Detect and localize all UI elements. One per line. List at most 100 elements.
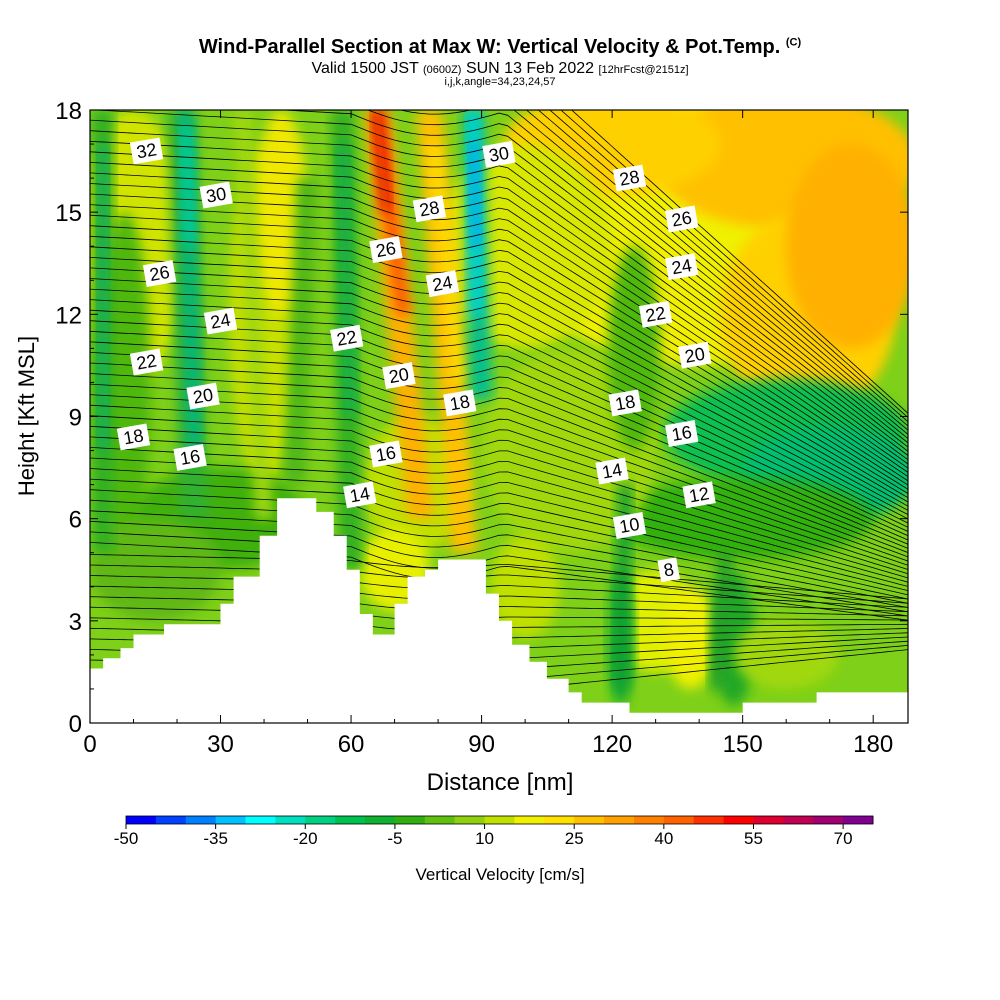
colorbar-tick-label: -5 <box>387 829 402 848</box>
x-tick-label: 120 <box>592 731 632 758</box>
colorbar-tick-label: 25 <box>565 829 584 848</box>
theta-contour <box>90 235 908 499</box>
colorbar-swatch <box>155 816 187 824</box>
theta-label-bg <box>608 389 642 417</box>
theta-label-text: 16 <box>374 442 397 465</box>
theta-contour <box>90 564 908 604</box>
theta-label-text: 8 <box>662 559 675 580</box>
theta-contour <box>90 425 908 575</box>
y-tick-label: 12 <box>55 302 82 329</box>
theta-label-text: 16 <box>179 446 202 469</box>
theta-contour <box>90 352 908 545</box>
theta-labels: 32 30 30 28 28 26 26 26 24 24 24 22 22 22 20 20 20 18 18 18… <box>116 137 716 583</box>
theta-contour <box>90 489 908 600</box>
theta-label-text: 16 <box>670 422 693 445</box>
colorbar-swatch <box>813 816 844 824</box>
colorbar-tick-label: 55 <box>744 829 763 848</box>
theta-contour <box>90 499 908 604</box>
theta-label-text: 10 <box>618 514 641 537</box>
theta-contour <box>399 110 908 435</box>
colorbar-swatch <box>604 816 635 824</box>
theta-label-text: 22 <box>335 327 358 350</box>
theta-label-bg <box>369 236 403 264</box>
theta-label: 32 <box>129 137 164 165</box>
field-blob <box>786 144 908 349</box>
theta-contour <box>90 404 908 566</box>
theta-label-bg <box>142 260 177 287</box>
x-axis-label: Distance [nm] <box>427 769 574 796</box>
theta-contour <box>90 520 908 613</box>
theta-label: 28 <box>412 195 447 223</box>
theta-contour <box>90 204 908 486</box>
axes: 0 30 60 90 120 150 180 0 3 6 9 12 15 18 <box>55 98 908 758</box>
colorbar-swatch <box>783 816 814 824</box>
theta-label: 20 <box>186 382 220 410</box>
y-tick-label: 6 <box>69 507 82 534</box>
theta-contour <box>90 257 908 507</box>
theta-contour <box>90 214 908 490</box>
field-blob <box>733 620 839 689</box>
y-tick-label: 3 <box>69 609 82 636</box>
colorbar-swatch <box>185 816 217 824</box>
theta-contour <box>90 172 908 473</box>
theta-label: 22 <box>638 300 673 328</box>
theta-label-text: 22 <box>644 303 667 326</box>
theta-label: 18 <box>608 389 642 417</box>
theta-label-text: 22 <box>135 350 158 373</box>
colorbar-swatch <box>574 816 605 824</box>
x-tick-label: 90 <box>468 731 495 758</box>
theta-label-text: 12 <box>688 483 711 506</box>
y-tick-label: 18 <box>55 98 82 125</box>
field-band <box>97 144 109 451</box>
field-band <box>416 110 478 553</box>
theta-contour <box>90 330 908 537</box>
theta-label-bg <box>412 195 447 223</box>
x-tick-label: 150 <box>723 731 763 758</box>
colorbar-swatch <box>275 816 306 824</box>
colorbar-swatch <box>126 816 157 824</box>
theta-label-bg <box>330 324 364 352</box>
theta-label-text: 18 <box>614 391 637 414</box>
theta-label: 22 <box>330 324 364 352</box>
colorbar-swatch <box>245 816 276 824</box>
theta-label-bg <box>369 440 403 468</box>
colorbar-tick-label: -35 <box>203 829 228 848</box>
copyright-mark: (C) <box>785 36 802 49</box>
theta-label-bg <box>595 457 629 485</box>
colorbar-swatch <box>335 816 366 824</box>
x-tick-label: 180 <box>853 731 893 758</box>
theta-label-bg <box>343 481 377 509</box>
theta-label: 10 <box>612 512 647 539</box>
y-tick-label: 9 <box>69 405 82 432</box>
theta-label-bg <box>665 205 699 233</box>
theta-label-text: 24 <box>209 310 232 333</box>
theta-label-bg <box>612 164 647 192</box>
theta-contour <box>90 457 908 587</box>
theta-label-bg <box>665 420 699 447</box>
terrain-mask <box>90 498 908 723</box>
theta-label-bg <box>638 300 673 328</box>
theta-label-text: 24 <box>670 255 693 278</box>
theta-contour <box>537 110 908 427</box>
theta-label: 26 <box>142 260 177 287</box>
theta-label-text: 30 <box>487 143 510 166</box>
theta-contour <box>90 531 908 617</box>
theta-contour <box>90 394 908 562</box>
theta-label: 24 <box>203 307 238 335</box>
theta-label: 26 <box>665 205 699 233</box>
theta-label: 28 <box>612 164 647 192</box>
y-tick-label: 0 <box>69 711 82 738</box>
theta-contour <box>90 575 908 608</box>
theta-label-text: 28 <box>418 197 441 220</box>
theta-contour <box>90 468 908 591</box>
colorbar-swatch <box>424 816 456 824</box>
theta-label: 20 <box>382 362 416 390</box>
theta-contour <box>90 362 908 549</box>
theta-label-text: 18 <box>448 391 471 414</box>
theta-label-bg <box>203 307 238 335</box>
colorbar-swatch <box>365 816 396 824</box>
theta-contour <box>549 110 908 423</box>
colorbar-swatch <box>305 816 336 824</box>
theta-label-bg <box>116 423 151 451</box>
